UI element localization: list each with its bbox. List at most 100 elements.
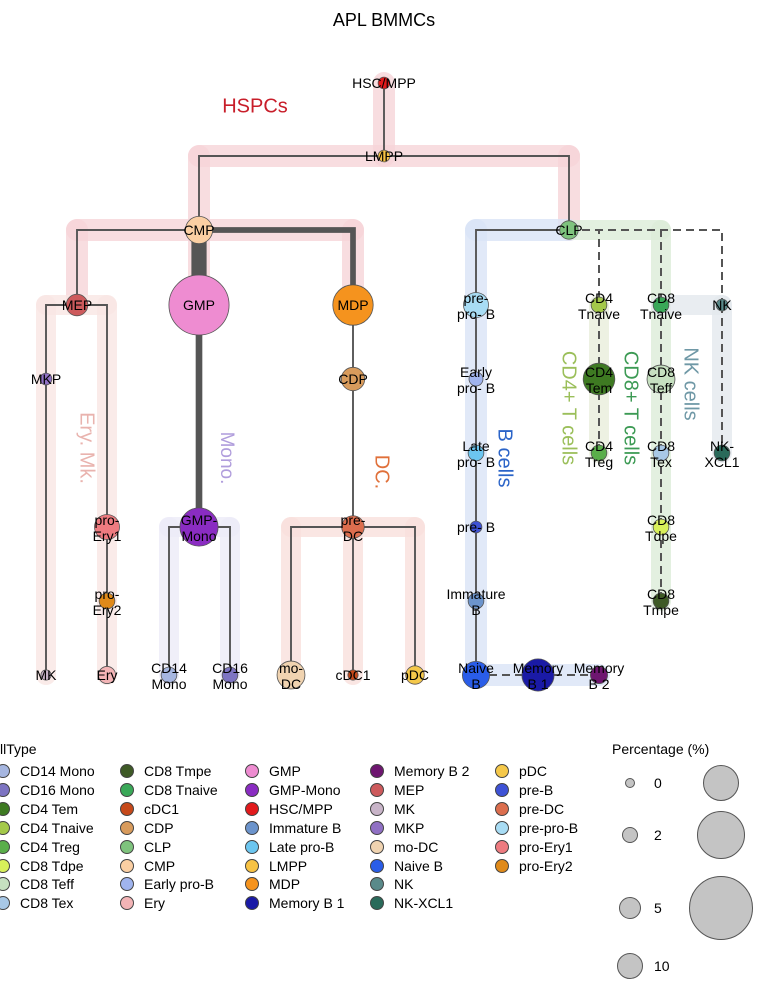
legend-swatch (370, 820, 384, 835)
node-label-cd4-treg: CD4 Treg (585, 438, 613, 470)
node-label-memory-b-1: Memory B 1 (513, 660, 564, 692)
node-label-cdc1: cDC1 (335, 667, 370, 683)
node-mk[interactable] (40, 669, 52, 681)
legend-swatch (120, 820, 134, 835)
node-label-cd8-tmpe: CD8 Tmpe (643, 586, 679, 618)
legend-label: CD14 Mono (20, 763, 95, 779)
lineage-label-hspc: HSPCs (222, 95, 288, 117)
node-label-pro-ery1: pro-Ery1 (93, 512, 122, 544)
node-clp[interactable] (559, 220, 579, 240)
cell-nodes (39, 76, 731, 692)
node-pdc[interactable] (405, 665, 425, 685)
legend-label: MK (394, 800, 415, 817)
node-mkp[interactable] (39, 372, 53, 386)
legend-swatch (245, 896, 259, 911)
percentage-reference-circle (697, 811, 745, 859)
percentage-label-0: 0 (654, 775, 662, 791)
legend-swatch (495, 858, 509, 873)
node-cd8-tnaive[interactable] (652, 296, 670, 314)
node-label-pdc: pDC (401, 667, 429, 683)
node-cdc1[interactable] (347, 669, 359, 681)
node-cd4-tem[interactable] (582, 362, 616, 396)
node-label-ery: Ery (97, 667, 118, 683)
legend-label: mo-DC (394, 838, 439, 855)
node-pre-b[interactable] (469, 520, 483, 534)
percentage-label-2: 2 (654, 827, 662, 843)
legend-label: CMP (144, 857, 176, 874)
node-cdp[interactable] (340, 366, 366, 392)
node-cd8-tdpe[interactable] (652, 518, 670, 536)
legend-swatch (0, 820, 10, 835)
node-label-gmp: GMP (183, 297, 215, 313)
node-label-nk-xcl1: NK-XCL1 (704, 438, 739, 470)
legend-swatch (0, 801, 10, 816)
legend-label: LMPP (269, 857, 308, 874)
legend-swatch (245, 877, 259, 892)
node-early-pro-b[interactable] (468, 371, 484, 387)
node-gmp[interactable] (168, 274, 230, 336)
legend-label: CDP (144, 819, 174, 836)
node-pro-ery2[interactable] (98, 592, 116, 610)
legend-swatch (495, 764, 509, 778)
node-label-pro-ery2: pro-Ery2 (93, 586, 122, 618)
percentage-label-5: 5 (654, 900, 662, 916)
node-cd8-teff[interactable] (646, 364, 676, 394)
node-gmp-mono[interactable] (179, 507, 219, 547)
legend-label: GMP-Mono (269, 781, 341, 798)
legend-swatch (245, 764, 259, 778)
node-pre-pro-b[interactable] (463, 292, 489, 318)
legend-label: pre-B (519, 781, 554, 798)
node-immature-b[interactable] (467, 592, 485, 610)
node-label-lmpp: LMPP (365, 148, 403, 164)
legend-swatch (370, 858, 384, 873)
node-cmp[interactable] (184, 215, 214, 245)
legend-label: Ery (144, 895, 165, 912)
node-nk[interactable] (715, 298, 729, 312)
node-label-cd8-teff: CD8 Teff (647, 364, 675, 396)
node-label-memory-b-2: Memory B 2 (574, 660, 625, 692)
legend-label: pro-Ery1 (519, 838, 573, 855)
lineage-label-mono: Mono. (216, 432, 237, 485)
node-pro-ery1[interactable] (94, 514, 120, 540)
legend-label: NK (394, 876, 414, 893)
lineage-labels: HSPCs Ery. Mk. Mono. DC. B cells CD4+ T cells… (76, 95, 702, 489)
node-label-cd8-tex: CD8 Tex (647, 438, 675, 470)
legend-swatch (0, 896, 10, 911)
node-label-cd4-tem: CD4 Tem (585, 364, 613, 396)
node-cd8-tex[interactable] (652, 444, 670, 462)
node-lmpp[interactable] (377, 149, 391, 163)
edge-cmp-to-mdp (199, 227, 356, 305)
percentage-reference-circle (689, 876, 753, 940)
node-labels: HSC/MPP LMPP CMP CLP MEP GMP MDP MKP CDP pro-Ery1… (31, 75, 740, 692)
node-cd4-treg[interactable] (590, 444, 608, 462)
node-cd14-mono[interactable] (160, 666, 178, 684)
percentage-reference-circle (703, 765, 739, 801)
edge-lmpp-to-cmp (198, 155, 384, 230)
legend-swatch (120, 858, 134, 873)
legend-swatch (0, 858, 10, 873)
legend-swatch (245, 839, 259, 854)
legend-swatch (245, 801, 259, 816)
node-hsc-mpp[interactable] (377, 76, 391, 90)
node-mdp[interactable] (332, 284, 374, 326)
node-memory-b-1[interactable] (521, 658, 555, 692)
node-label-cd14-mono: CD14 Mono (151, 660, 187, 692)
node-late-pro-b[interactable] (467, 444, 485, 462)
node-cd16-mono[interactable] (221, 666, 239, 684)
node-ery[interactable] (98, 666, 116, 684)
legend-swatch (495, 801, 509, 816)
node-nk-xcl1[interactable] (713, 444, 731, 462)
node-cd8-tmpe[interactable] (652, 592, 670, 610)
legend-label: MDP (269, 876, 301, 893)
lineage-label-cd4: CD4+ T cells (558, 351, 580, 465)
node-pre-dc[interactable] (341, 515, 365, 539)
node-naive-b[interactable] (461, 660, 491, 690)
node-mep[interactable] (65, 293, 89, 317)
node-cd4-tnaive[interactable] (590, 296, 608, 314)
percentage-swatch-10 (617, 953, 643, 979)
lineage-label-b: B cells (494, 429, 516, 488)
node-mo-dc[interactable] (276, 660, 306, 690)
node-memory-b-2[interactable] (590, 666, 608, 684)
legend-title: llType (0, 741, 37, 757)
node-label-cd8-tdpe: CD8 Tdpe (645, 512, 677, 544)
